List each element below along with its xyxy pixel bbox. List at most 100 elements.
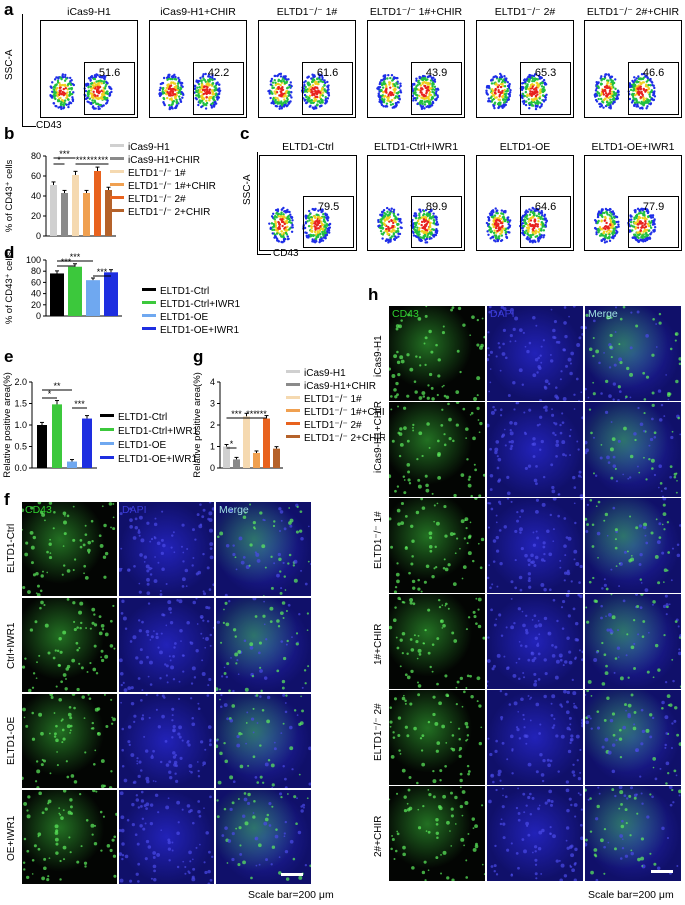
legend-swatch: [110, 183, 124, 186]
micrograph-channel-label: DAPI: [490, 308, 515, 320]
facs-gate-value: 65.3: [534, 67, 557, 80]
y-tick-label: 3: [210, 399, 215, 409]
y-axis-label: % of CD43⁺ cells: [4, 252, 15, 324]
micrograph-row-label: ELTD1⁻/⁻ 2#: [373, 703, 384, 762]
sig-stars: ***: [98, 155, 109, 165]
legend-swatch: [100, 442, 114, 445]
bar: [94, 171, 101, 236]
panel-label-b: b: [4, 124, 15, 143]
bar: [86, 280, 100, 316]
micrograph-cd43: [389, 402, 485, 497]
legend-label: iCas9-H1: [304, 368, 346, 379]
micrograph-dapi: [487, 594, 583, 689]
facs-gate: 79.5: [303, 196, 355, 249]
legend-label: ELTD1⁻/⁻ 1#+CHIR: [128, 181, 216, 192]
legend-label: ELTD1-OE+IWR1: [160, 325, 239, 336]
micrograph-cd43: CD43: [389, 306, 485, 401]
legend-label: ELTD1-OE: [160, 312, 208, 323]
facs-a-xlabel: CD43: [36, 120, 62, 131]
sig-stars: *: [230, 439, 234, 449]
facs-gate: 77.9: [628, 196, 680, 249]
panel-label-g: g: [193, 347, 204, 366]
y-tick-label: 60: [31, 277, 41, 287]
facs-plot: ELTD1-Ctrl+IWR1 89.9: [367, 141, 465, 251]
bar: [243, 416, 250, 468]
legend-label: ELTD1-Ctrl+IWR1: [118, 426, 199, 437]
facs-scatter: [593, 207, 657, 244]
bar: [263, 418, 270, 468]
facs-plot: ELTD1⁻/⁻ 2# 65.3: [476, 6, 574, 118]
legend-label: iCas9-H1+CHIR: [304, 381, 376, 392]
facs-scatter: [49, 73, 113, 111]
y-tick-label: 0: [36, 311, 41, 321]
facs-scatter: [593, 72, 657, 110]
legend-label: ELTD1-Ctrl: [118, 412, 167, 423]
sig-stars: *: [57, 155, 61, 165]
micrograph-dapi: [119, 790, 214, 884]
micrograph-merge: [585, 594, 681, 689]
panel-label-h: h: [368, 285, 379, 304]
sig-stars: ***: [59, 149, 70, 159]
legend-swatch: [100, 456, 114, 459]
y-axis-label: Relative positive area(%): [2, 372, 13, 478]
micrograph-cd43: CD43: [22, 502, 117, 596]
facs-plot-title: ELTD1⁻/⁻ 1#: [276, 6, 338, 18]
bar: [68, 266, 82, 316]
micrograph-merge: [585, 498, 681, 593]
panel-label-f: f: [4, 490, 10, 509]
legend-label: ELTD1⁻/⁻ 2#: [128, 194, 186, 205]
sig-stars: ***: [76, 155, 87, 165]
bar: [50, 185, 57, 236]
legend-swatch: [286, 396, 300, 399]
micrograph-dapi: [119, 598, 214, 692]
facs-scatter: [485, 72, 548, 111]
micrograph-row-label: iCas9-H1: [373, 335, 384, 378]
y-tick-label: 40: [31, 289, 41, 299]
facs-scatter: [376, 73, 440, 111]
sig-stars: ***: [256, 409, 267, 419]
legend-label: ELTD1⁻/⁻ 2+CHIR: [304, 433, 385, 444]
sig-stars: ***: [246, 409, 257, 419]
facs-gate-value: 77.9: [642, 201, 665, 214]
bar: [37, 425, 47, 468]
legend-swatch: [286, 370, 300, 373]
micrograph-row-label: Ctrl+IWR1: [6, 622, 17, 669]
micrograph-dapi: [487, 498, 583, 593]
facs-gate: 43.9: [411, 62, 463, 116]
legend-swatch: [100, 414, 114, 417]
facs-plot-title: ELTD1-Ctrl+IWR1: [373, 141, 459, 153]
micrograph-dapi: [487, 402, 583, 497]
legend-label: ELTD1⁻/⁻ 1#: [304, 394, 362, 405]
y-axis-label: Relative positive area(%): [192, 372, 203, 478]
micrograph-merge: Merge: [585, 306, 681, 401]
micrograph-cd43: [22, 694, 117, 788]
legend-label: ELTD1-OE+IWR1: [118, 454, 197, 465]
facs-plot: ELTD1⁻/⁻ 2#+CHIR 46.6: [584, 6, 682, 118]
bar: [52, 404, 62, 468]
bar: [72, 175, 79, 236]
facs-plot-title: iCas9-H1: [67, 6, 111, 18]
y-tick-label: 1: [210, 442, 215, 452]
y-tick-label: 2.0: [14, 377, 27, 387]
facs-gate-value: 64.6: [534, 201, 557, 214]
panel-label-e: e: [4, 347, 14, 366]
facs-gate-value: 89.9: [425, 201, 448, 214]
facs-plot-title: ELTD1-OE+IWR1: [591, 141, 675, 153]
facs-gate: 46.6: [628, 62, 680, 116]
bar: [50, 273, 64, 316]
facs-plot-title: ELTD1⁻/⁻ 2#: [494, 6, 556, 18]
y-tick-label: 20: [31, 211, 41, 221]
legend-label: ELTD1⁻/⁻ 1#: [128, 168, 186, 179]
panel-label-c: c: [240, 124, 250, 143]
facs-gate-value: 42.2: [207, 67, 230, 80]
sig-stars: ***: [97, 267, 108, 277]
y-tick-label: 0.5: [14, 442, 27, 452]
sig-stars: ***: [87, 155, 98, 165]
micrograph-cd43: [389, 786, 485, 881]
legend-swatch: [142, 327, 156, 330]
facs-scatter: [377, 206, 440, 244]
facs-gate-value: 43.9: [425, 67, 448, 80]
legend-swatch: [286, 435, 300, 438]
facs-scatter: [485, 206, 549, 244]
